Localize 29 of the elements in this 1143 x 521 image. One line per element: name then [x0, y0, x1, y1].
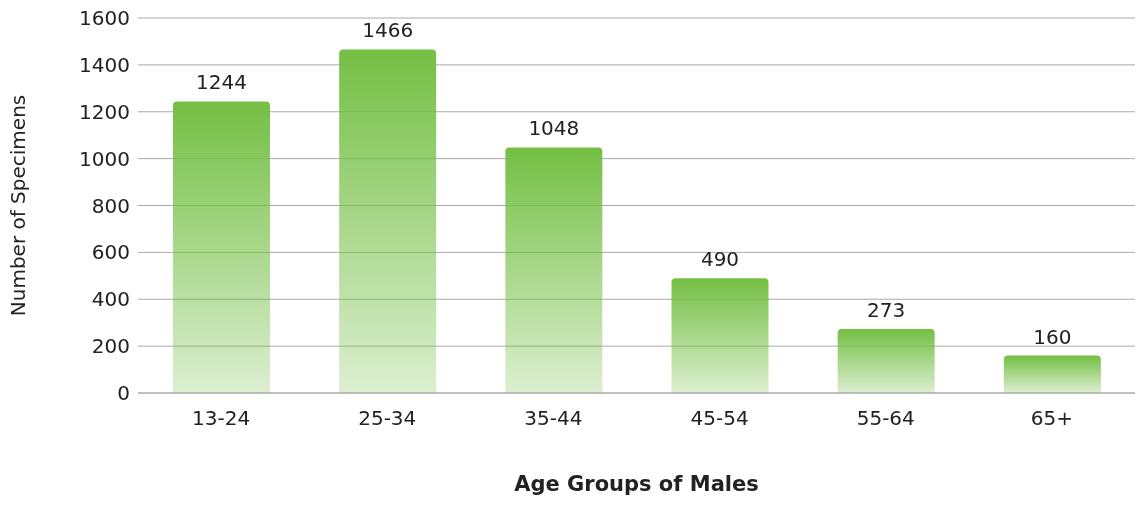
y-tick-label: 0 [117, 381, 130, 406]
y-tick-label: 1200 [79, 99, 130, 124]
x-tick-label: 65+ [1030, 406, 1074, 431]
data-label: 160 [1033, 324, 1072, 349]
y-tick-label: 1600 [79, 6, 130, 31]
data-label: 1244 [196, 70, 247, 95]
data-label: 273 [867, 298, 906, 323]
bar [837, 329, 935, 393]
bar [339, 49, 437, 393]
x-tick-label: 13-24 [192, 406, 251, 431]
y-axis-title: Number of Specimens [6, 94, 31, 317]
bar [505, 147, 603, 393]
y-tick-label: 400 [91, 287, 130, 312]
data-label: 1048 [528, 116, 580, 141]
data-label: 1466 [362, 18, 414, 43]
x-axis-title: Age Groups of Males [514, 472, 759, 496]
data-label: 490 [700, 247, 740, 272]
y-tick-label: 800 [91, 193, 130, 218]
bar [1003, 355, 1101, 393]
bar [173, 101, 270, 393]
y-tick-label: 600 [91, 240, 130, 265]
x-tick-label: 45-54 [690, 406, 749, 431]
y-tick-label: 200 [91, 334, 130, 359]
y-tick-label: 1000 [79, 146, 130, 171]
y-tick-label: 1400 [79, 52, 130, 77]
x-tick-label: 25-34 [358, 406, 417, 431]
bar [671, 278, 769, 393]
x-tick-label: 35-44 [524, 406, 583, 431]
x-tick-label: 55-64 [856, 406, 915, 431]
